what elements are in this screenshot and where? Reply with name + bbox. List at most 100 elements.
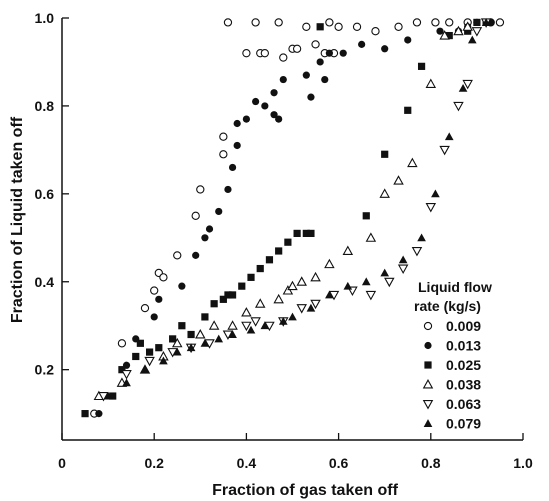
data-point <box>302 71 310 79</box>
data-point <box>279 53 288 62</box>
legend-label: 0.025 <box>446 357 481 373</box>
data-point <box>81 410 89 418</box>
data-point <box>136 339 144 347</box>
data-point <box>251 18 260 27</box>
data-point <box>227 320 238 330</box>
data-point <box>365 232 377 242</box>
data-point <box>278 316 288 325</box>
legend-entry: 0.009 <box>423 318 481 334</box>
data-point <box>412 18 422 27</box>
data-point <box>155 344 163 352</box>
legend-entry: 0.079 <box>423 416 481 432</box>
data-point <box>173 251 182 260</box>
data-point <box>265 256 274 264</box>
data-point <box>302 229 310 237</box>
data-point <box>339 49 347 57</box>
data-point <box>210 300 218 308</box>
data-point <box>144 356 155 367</box>
data-point <box>310 299 321 310</box>
data-point <box>118 366 126 374</box>
legend-label: 0.013 <box>446 338 481 354</box>
data-point <box>307 229 315 237</box>
data-point <box>192 251 200 259</box>
legend-title-line1: Liquid flow <box>418 279 492 295</box>
data-point <box>439 30 450 40</box>
data-point <box>169 335 177 343</box>
data-point <box>260 321 270 330</box>
y-tick-label: 0.4 <box>35 274 55 290</box>
data-point <box>495 18 505 27</box>
data-point <box>256 264 264 273</box>
data-point <box>219 150 228 159</box>
data-point <box>407 157 418 168</box>
data-point <box>233 119 241 128</box>
data-point <box>361 277 371 286</box>
legend-label: 0.079 <box>446 416 481 432</box>
data-point <box>436 27 444 35</box>
series-0.038 <box>93 21 473 401</box>
data-point <box>247 273 255 281</box>
legend-title-line2: rate (kg/s) <box>414 298 481 314</box>
data-point <box>425 78 437 88</box>
data-point <box>273 293 284 304</box>
legend-entries: 0.009 0.013 0.025 0.038 0.063 0.079 <box>422 318 481 432</box>
series-0.063 <box>98 18 492 402</box>
data-point <box>103 391 113 400</box>
data-point <box>238 282 246 290</box>
x-tick-label: 0.2 <box>144 455 164 471</box>
data-point <box>270 111 278 119</box>
data-point <box>296 304 307 314</box>
legend-label: 0.009 <box>446 318 481 334</box>
data-point <box>473 18 481 26</box>
y-tick-label: 0.8 <box>35 98 55 114</box>
data-point <box>159 356 168 365</box>
data-point <box>453 101 464 112</box>
data-point <box>462 21 473 31</box>
data-point <box>398 255 408 264</box>
data-point <box>316 58 324 66</box>
data-point <box>117 339 127 348</box>
data-point <box>250 317 261 327</box>
data-point <box>246 325 256 334</box>
legend-marker <box>423 321 433 331</box>
data-point <box>445 18 454 27</box>
data-point <box>150 313 158 321</box>
data-point <box>417 62 426 70</box>
data-point <box>324 258 335 269</box>
x-tick-label: 0.8 <box>421 455 441 471</box>
legend-marker <box>423 419 433 427</box>
data-point <box>95 410 103 418</box>
data-point <box>224 291 232 299</box>
data-point <box>260 49 269 58</box>
data-point <box>140 365 150 374</box>
data-point <box>293 229 301 237</box>
data-point <box>275 115 283 123</box>
data-point <box>208 320 220 330</box>
data-point <box>150 286 159 295</box>
data-point <box>261 102 269 110</box>
data-point <box>342 245 354 255</box>
data-point <box>145 348 154 356</box>
data-point <box>275 247 283 255</box>
data-point <box>453 25 464 36</box>
legend: Liquid flow rate (kg/s) 0.009 0.013 0.025 0… <box>414 279 492 432</box>
data-point <box>343 281 353 290</box>
legend-entry: 0.025 <box>424 357 481 373</box>
data-point <box>444 132 454 141</box>
data-point <box>445 31 453 40</box>
data-point <box>439 145 450 156</box>
data-points <box>81 18 505 418</box>
data-point <box>306 303 316 312</box>
data-point <box>352 22 362 31</box>
data-point <box>381 45 389 53</box>
data-point <box>228 291 237 299</box>
data-point <box>223 18 233 27</box>
legend-marker <box>422 379 434 389</box>
data-point <box>196 185 205 194</box>
data-point <box>109 392 117 400</box>
data-point <box>214 334 224 343</box>
x-tick-label: 0 <box>58 455 66 471</box>
legend-label: 0.038 <box>446 377 481 393</box>
data-point <box>417 233 426 242</box>
